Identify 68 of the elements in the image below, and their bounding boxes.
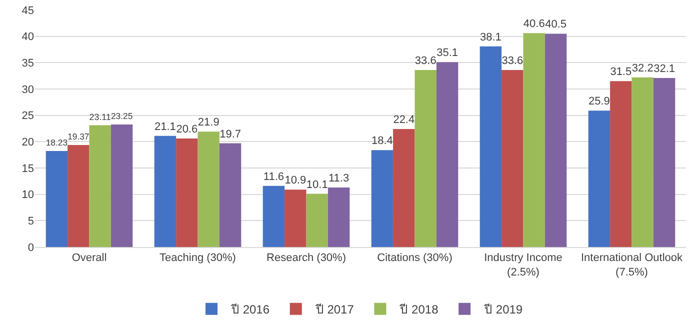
legend-label: ปี 2019 <box>484 302 523 317</box>
data-label: 32.1 <box>654 62 676 75</box>
data-label: 40.6 <box>523 18 545 30</box>
legend-label: ปี 2016 <box>230 302 270 317</box>
data-label: 35.1 <box>436 47 458 60</box>
bar <box>89 125 111 247</box>
data-label: 11.3 <box>328 172 350 184</box>
data-label: 10.9 <box>284 174 306 187</box>
x-tick-label: Industry Income (2.5%) <box>484 252 562 278</box>
data-label: 40.5 <box>545 18 567 31</box>
bar <box>632 77 654 247</box>
x-tick-label: Citations (30%) <box>377 252 452 264</box>
bar <box>371 150 394 247</box>
y-tick-label: 45 <box>22 4 34 17</box>
data-label: 18.4 <box>371 135 393 148</box>
bar <box>480 46 502 247</box>
data-label: 23.11 <box>89 112 111 122</box>
bar <box>284 190 306 247</box>
data-label: 33.6 <box>414 55 436 68</box>
bar <box>414 70 436 247</box>
x-tick-label: Overall <box>72 252 107 264</box>
data-label: 19.7 <box>220 128 242 140</box>
data-label: 21.9 <box>198 116 220 129</box>
bar <box>154 136 176 247</box>
y-tick-label: 0 <box>28 242 34 254</box>
y-tick-label: 25 <box>22 110 34 122</box>
bar <box>653 78 676 247</box>
data-label: 22.4 <box>393 114 415 126</box>
y-tick-label: 5 <box>28 216 34 228</box>
legend-label: ปี 2017 <box>314 302 354 317</box>
data-label: 19.37 <box>68 132 90 142</box>
bar <box>328 187 350 247</box>
bar <box>262 186 285 247</box>
y-tick-label: 30 <box>22 84 34 96</box>
bar <box>588 110 610 247</box>
bar <box>544 34 567 247</box>
bar <box>68 144 90 247</box>
data-label: 33.6 <box>502 55 524 68</box>
data-label: 32.2 <box>632 62 654 74</box>
y-tick-label: 35 <box>22 58 34 70</box>
bar <box>198 132 220 247</box>
y-tick-label: 10 <box>22 189 34 202</box>
data-label: 38.1 <box>480 31 502 44</box>
bar <box>393 129 415 247</box>
x-tick-label: International Outlook (7.5%) <box>580 252 683 278</box>
y-tick-label: 20 <box>22 136 34 149</box>
data-label: 23.25 <box>110 111 133 122</box>
x-tick-label: Teaching (30%) <box>160 252 236 264</box>
legend-label: ปี 2018 <box>399 302 439 317</box>
bar <box>436 62 458 247</box>
data-label: 10.1 <box>306 178 328 191</box>
data-label: 11.6 <box>263 170 284 183</box>
data-label: 18.23 <box>46 138 68 148</box>
y-tick-label: 40 <box>22 31 34 44</box>
y-tick-label: 15 <box>22 162 34 175</box>
bar <box>523 33 545 247</box>
bar <box>110 124 133 247</box>
data-label: 31.5 <box>610 66 632 78</box>
data-label: 21.1 <box>154 120 176 133</box>
bar <box>610 81 632 247</box>
bar <box>306 194 328 247</box>
bar <box>176 138 198 247</box>
bar <box>219 143 242 247</box>
bar <box>502 70 524 247</box>
data-label: 20.6 <box>176 124 198 136</box>
x-tick-label: Research (30%) <box>266 252 346 264</box>
bar <box>46 150 68 247</box>
data-label: 25.9 <box>588 96 610 108</box>
